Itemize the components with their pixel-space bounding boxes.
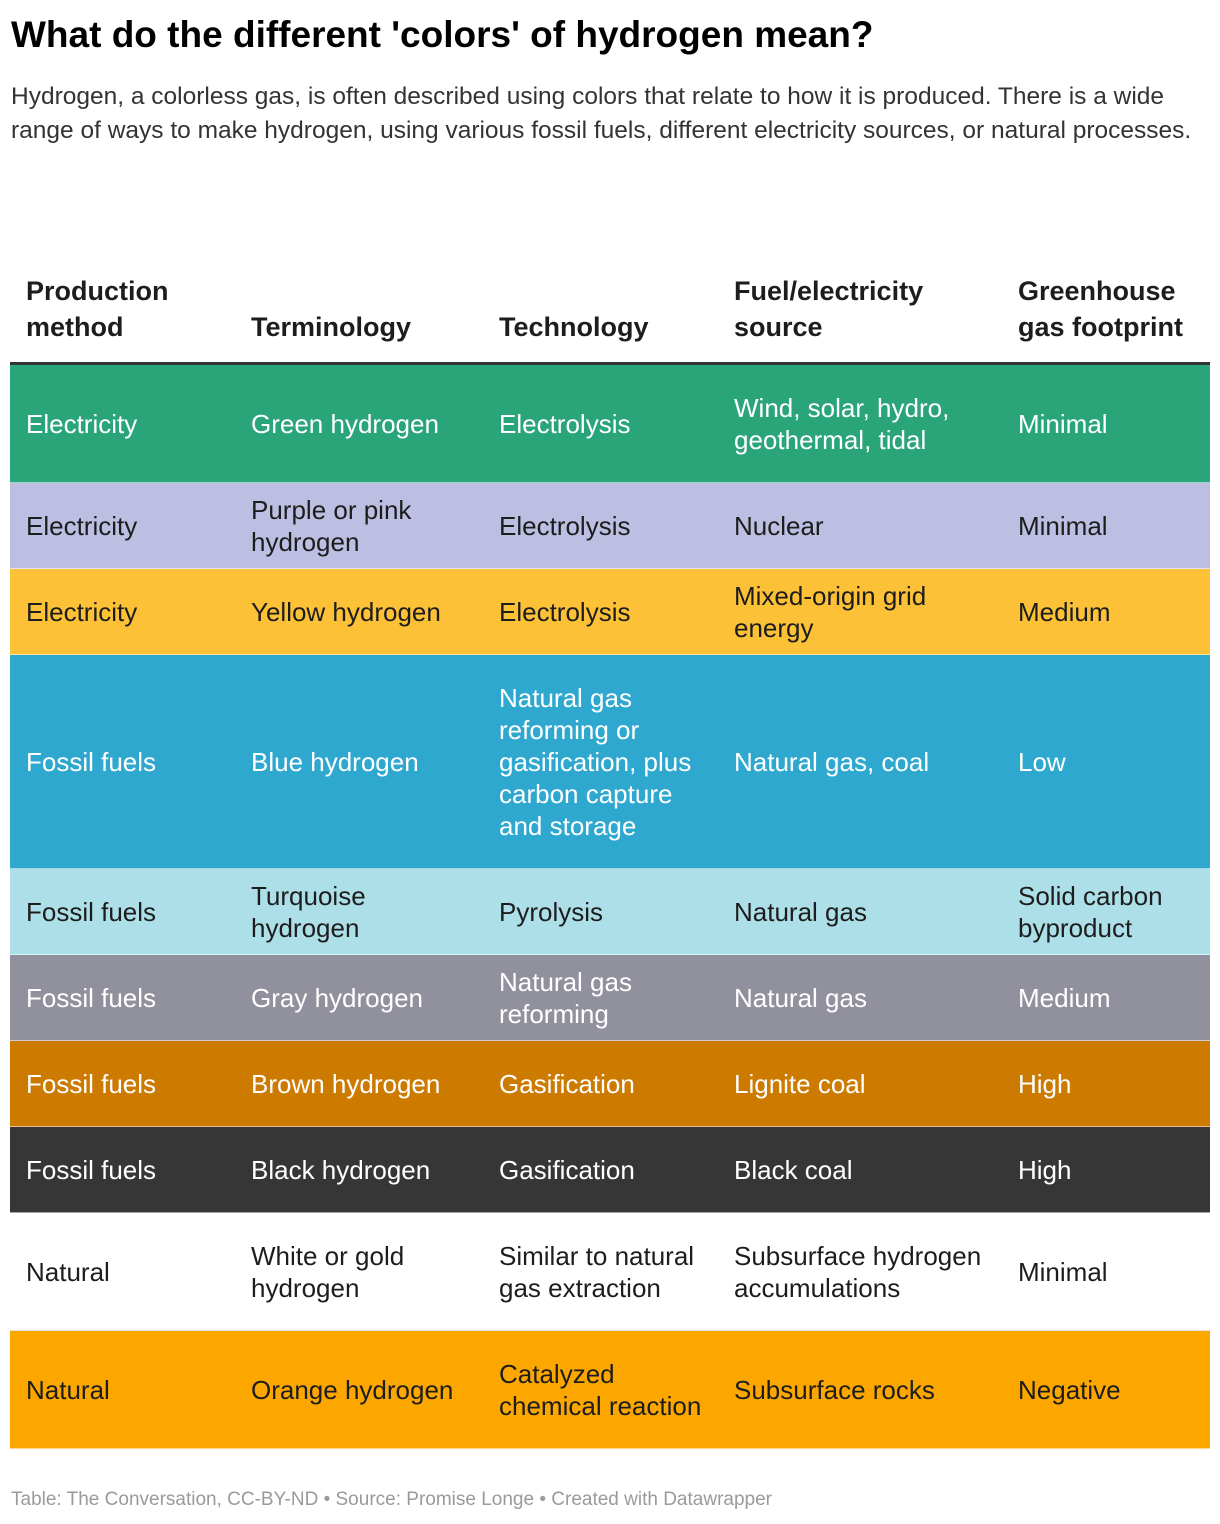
header-fuel-source: Fuel/electricity source bbox=[734, 276, 924, 342]
cell-terminology: Blue hydrogen bbox=[251, 746, 419, 777]
table-row: Fossil fuels Turquoise hydrogen Pyrolysis N… bbox=[10, 869, 1210, 955]
chart-title: What do the different 'colors' of hydrog… bbox=[11, 14, 874, 55]
cell-fuel-source: Mixed-origin grid energy bbox=[734, 580, 927, 643]
cell-terminology: Black hydrogen bbox=[251, 1154, 431, 1185]
cell-technology: Electrolysis bbox=[499, 408, 631, 439]
cell-production-method: Electricity bbox=[26, 408, 138, 439]
table-row: Natural Orange hydrogen Catalyzed chemical… bbox=[10, 1331, 1210, 1449]
cell-ghg-footprint: High bbox=[1018, 1154, 1072, 1185]
cell-technology: Catalyzed chemical reaction bbox=[499, 1358, 702, 1421]
cell-fuel-source: Nuclear bbox=[734, 510, 824, 541]
cell-terminology: Purple or pink hydrogen bbox=[251, 494, 412, 557]
cell-ghg-footprint: Medium bbox=[1018, 982, 1111, 1013]
cell-production-method: Electricity bbox=[26, 596, 138, 627]
cell-fuel-source: Subsurface hydrogen accumulations bbox=[734, 1240, 982, 1303]
cell-fuel-source: Natural gas bbox=[734, 982, 867, 1013]
cell-fuel-source: Natural gas, coal bbox=[734, 746, 930, 777]
cell-fuel-source: Black coal bbox=[734, 1154, 853, 1185]
cell-ghg-footprint: Minimal bbox=[1018, 1256, 1108, 1287]
cell-technology: Pyrolysis bbox=[499, 896, 604, 927]
header-ghg-footprint: Greenhouse gas footprint bbox=[1018, 276, 1183, 342]
table-row: Electricity Yellow hydrogen Electrolysis Mi… bbox=[10, 569, 1210, 655]
header-terminology: Terminology bbox=[251, 312, 412, 342]
cell-ghg-footprint: Minimal bbox=[1018, 408, 1108, 439]
cell-production-method: Electricity bbox=[26, 510, 138, 541]
cell-terminology: Orange hydrogen bbox=[251, 1374, 454, 1405]
cell-production-method: Natural bbox=[26, 1374, 110, 1405]
cell-technology: Gasification bbox=[499, 1068, 635, 1099]
cell-technology: Electrolysis bbox=[499, 510, 631, 541]
cell-fuel-source: Natural gas bbox=[734, 896, 867, 927]
cell-ghg-footprint: Low bbox=[1018, 746, 1066, 777]
cell-terminology: White or gold hydrogen bbox=[251, 1240, 405, 1303]
header-technology: Technology bbox=[499, 312, 649, 342]
cell-production-method: Fossil fuels bbox=[26, 896, 157, 927]
cell-terminology: Yellow hydrogen bbox=[251, 596, 441, 627]
cell-technology: Natural gas reforming bbox=[499, 966, 632, 1029]
cell-terminology: Gray hydrogen bbox=[251, 982, 423, 1013]
cell-production-method: Natural bbox=[26, 1256, 110, 1287]
cell-fuel-source: Lignite coal bbox=[734, 1068, 866, 1099]
cell-fuel-source: Subsurface rocks bbox=[734, 1374, 935, 1405]
table-row: Fossil fuels Gray hydrogen Natural gas ref… bbox=[10, 955, 1210, 1041]
cell-technology: Natural gas reforming or gasification, p… bbox=[499, 682, 692, 841]
cell-ghg-footprint: Medium bbox=[1018, 596, 1111, 627]
table-body: Electricity Green hydrogen Electrolysis Win… bbox=[10, 365, 1210, 1449]
table-row: Electricity Purple or pink hydrogen Electr… bbox=[10, 483, 1210, 569]
cell-ghg-footprint: Negative bbox=[1018, 1374, 1121, 1405]
header-production-method: Production method bbox=[26, 276, 169, 342]
table-row: Natural White or gold hydrogen Similar to … bbox=[10, 1213, 1210, 1331]
cell-production-method: Fossil fuels bbox=[26, 746, 157, 777]
cell-technology: Gasification bbox=[499, 1154, 635, 1185]
cell-ghg-footprint: Solid carbon byproduct bbox=[1018, 880, 1163, 943]
cell-terminology: Brown hydrogen bbox=[251, 1068, 441, 1099]
table-row: Fossil fuels Blue hydrogen Natural gas ref… bbox=[10, 655, 1210, 869]
cell-terminology: Green hydrogen bbox=[251, 408, 439, 439]
cell-production-method: Fossil fuels bbox=[26, 982, 157, 1013]
table-row: Electricity Green hydrogen Electrolysis Win… bbox=[10, 365, 1210, 483]
table-header: Production method Terminology Technology… bbox=[10, 230, 1210, 365]
chart-subtitle: Hydrogen, a colorless gas, is often desc… bbox=[11, 83, 1192, 144]
cell-ghg-footprint: Minimal bbox=[1018, 510, 1108, 541]
table-row: Fossil fuels Brown hydrogen Gasification Li… bbox=[10, 1041, 1210, 1127]
hydrogen-colors-table: Production method Terminology Technology… bbox=[10, 230, 1210, 1449]
cell-ghg-footprint: High bbox=[1018, 1068, 1072, 1099]
chart-footer: Table: The Conversation, CC-BY-ND • Sour… bbox=[11, 1489, 772, 1510]
cell-technology: Similar to natural gas extraction bbox=[499, 1240, 695, 1303]
cell-production-method: Fossil fuels bbox=[26, 1154, 157, 1185]
cell-technology: Electrolysis bbox=[499, 596, 631, 627]
cell-production-method: Fossil fuels bbox=[26, 1068, 157, 1099]
cell-fuel-source: Wind, solar, hydro, geothermal, tidal bbox=[734, 392, 950, 455]
cell-terminology: Turquoise hydrogen bbox=[251, 880, 366, 943]
table-row: Fossil fuels Black hydrogen Gasification Bl… bbox=[10, 1127, 1210, 1213]
